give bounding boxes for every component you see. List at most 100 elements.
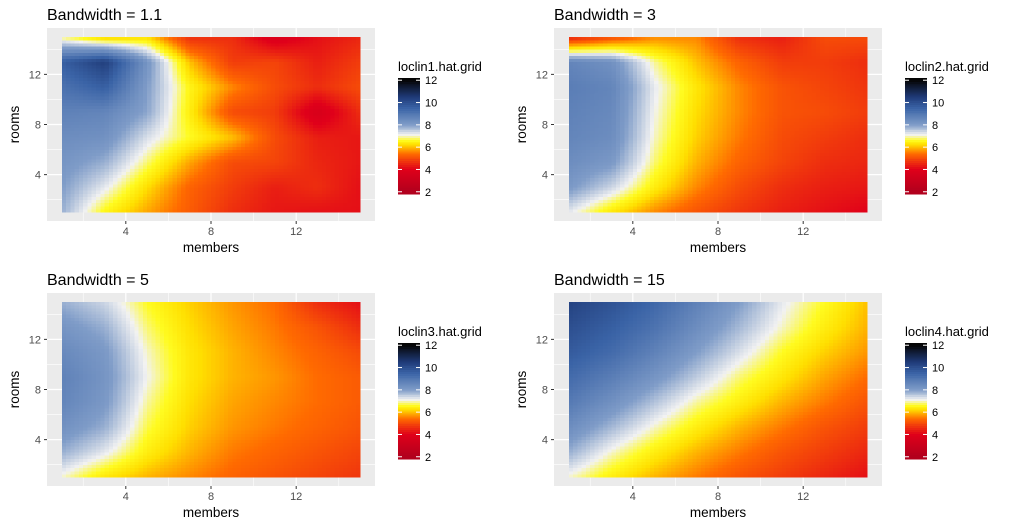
heatmap-cell <box>334 162 340 166</box>
colorbar-segment <box>398 166 420 170</box>
heatmap-cell <box>189 171 195 176</box>
heatmap-cell <box>100 43 105 47</box>
heatmap-cell <box>138 111 144 116</box>
heatmap-cell <box>172 58 178 63</box>
heatmap-cell <box>142 187 148 191</box>
heatmap-cell <box>262 124 267 129</box>
heatmap-cell <box>138 127 144 132</box>
heatmap-cell <box>113 177 118 182</box>
heatmap-cell <box>585 108 591 113</box>
heatmap-cell <box>581 158 587 163</box>
heatmap-cell <box>223 155 229 160</box>
heatmap-cell <box>240 99 246 103</box>
heatmap-cell <box>347 52 352 56</box>
heatmap-cell <box>598 187 604 191</box>
heatmap-cell <box>598 61 604 66</box>
heatmap-cell <box>351 184 357 188</box>
heatmap-cell <box>121 77 127 82</box>
heatmap-cell <box>172 39 178 44</box>
colorbar-segment <box>398 107 420 110</box>
heatmap-cell <box>334 80 340 85</box>
heatmap-cell <box>87 190 93 194</box>
colorbar-segment <box>398 176 420 180</box>
colorbar-segment <box>398 116 420 120</box>
heatmap-cell <box>347 74 352 78</box>
heatmap-cell <box>100 140 105 144</box>
heatmap-cell <box>125 121 131 125</box>
heatmap-cell <box>164 124 169 129</box>
heatmap-cell <box>573 105 578 110</box>
heatmap-cell <box>168 105 174 110</box>
heatmap-cell <box>274 149 280 154</box>
heatmap-cell <box>125 143 131 147</box>
heatmap-cell <box>253 155 259 160</box>
heatmap-cell <box>219 61 225 66</box>
heatmap-cell <box>176 165 182 169</box>
heatmap-cell <box>95 111 101 116</box>
heatmap-cell <box>632 190 638 194</box>
heatmap-cell <box>283 105 289 110</box>
heatmap-cell <box>181 83 186 88</box>
heatmap-cell <box>568 174 574 179</box>
heatmap-cell <box>164 174 169 179</box>
heatmap-cell <box>206 108 212 113</box>
heatmap-cell <box>70 102 76 107</box>
heatmap-cell <box>287 168 293 172</box>
heatmap-cell <box>130 124 135 129</box>
heatmap-cell <box>279 199 284 204</box>
heatmap-cell <box>202 177 208 182</box>
heatmap-cell <box>355 190 361 194</box>
heatmap-cell <box>581 115 587 119</box>
heatmap-cell <box>351 165 357 169</box>
heatmap-cell <box>637 152 642 157</box>
colorbar-segment <box>398 91 420 94</box>
heatmap-cell <box>355 83 361 88</box>
heatmap-cell <box>338 80 344 85</box>
heatmap-cell <box>164 209 169 213</box>
heatmap-cell <box>274 68 280 72</box>
heatmap-cell <box>147 68 152 72</box>
heatmap-cell <box>164 74 169 78</box>
heatmap-cell <box>117 165 122 169</box>
heatmap-cell <box>100 180 105 185</box>
heatmap-cell <box>598 99 604 103</box>
heatmap-cell <box>594 102 600 107</box>
heatmap-cell <box>100 64 105 69</box>
heatmap-cell <box>637 99 642 103</box>
heatmap-cell <box>104 127 110 132</box>
heatmap-cell <box>602 49 608 53</box>
heatmap-cell <box>270 121 276 125</box>
heatmap-cell <box>598 184 604 188</box>
heatmap-cell <box>568 180 574 185</box>
heatmap-cell <box>176 80 182 85</box>
heatmap-cell <box>338 115 344 119</box>
heatmap-cell <box>577 83 583 88</box>
heatmap-cell <box>598 86 604 91</box>
heatmap-cell <box>611 64 617 69</box>
heatmap-cell <box>121 46 127 50</box>
heatmap-cell <box>257 124 263 129</box>
heatmap-cell <box>236 46 242 50</box>
heatmap-cell <box>211 99 216 103</box>
heatmap-cell <box>121 58 127 63</box>
heatmap-cell <box>585 127 591 132</box>
heatmap-cell <box>130 99 135 103</box>
heatmap-cell <box>308 49 314 53</box>
heatmap-cell <box>87 71 93 75</box>
heatmap-cell <box>117 177 122 182</box>
heatmap-cell <box>228 137 233 141</box>
heatmap-cell <box>108 105 114 110</box>
heatmap-cell <box>334 90 340 94</box>
heatmap-cell <box>104 184 110 188</box>
heatmap-cell <box>228 174 233 179</box>
heatmap-cell <box>151 184 157 188</box>
heatmap-cell <box>74 171 80 176</box>
heatmap-cell <box>198 140 203 144</box>
heatmap-cell <box>91 133 97 138</box>
heatmap-cell <box>121 68 127 72</box>
heatmap-cell <box>83 83 88 88</box>
heatmap-cell <box>245 108 250 113</box>
heatmap-cell <box>317 39 323 44</box>
heatmap-cell <box>108 171 114 176</box>
heatmap-cell <box>172 143 178 147</box>
